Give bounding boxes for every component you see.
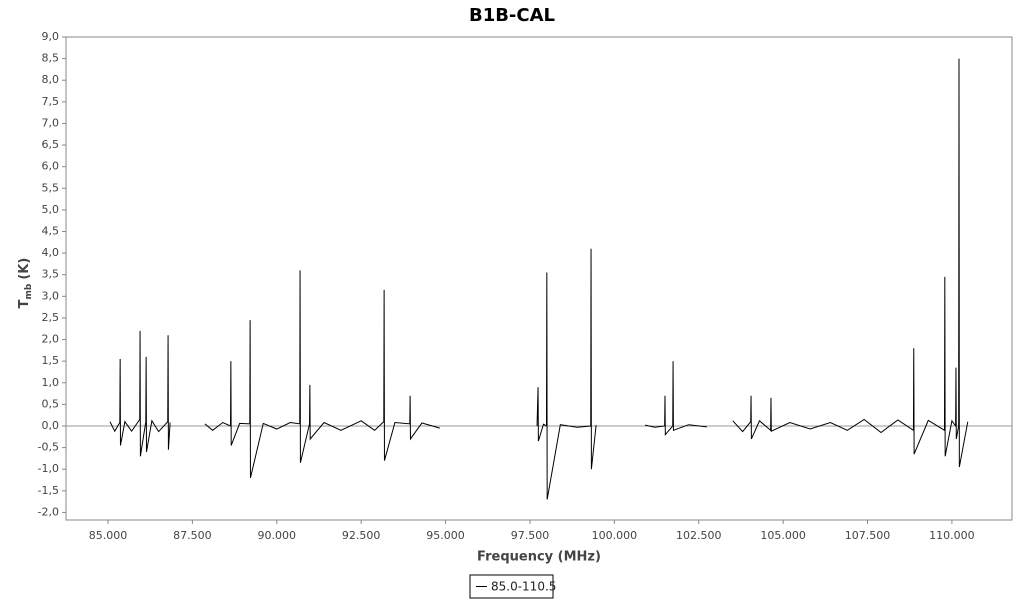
y-tick-label: 6,5 <box>42 138 60 151</box>
y-tick-label: 1,5 <box>42 354 60 367</box>
y-tick-label: 3,0 <box>42 289 60 302</box>
y-tick-label: 7,5 <box>42 95 60 108</box>
y-tick-label: -2,0 <box>38 505 59 518</box>
x-tick-label: 105.000 <box>760 529 806 542</box>
x-tick-label: 102.500 <box>676 529 722 542</box>
x-tick-label: 90.000 <box>258 529 297 542</box>
legend-label: 85.0-110.5 <box>491 580 556 594</box>
x-tick-label: 95.000 <box>426 529 465 542</box>
y-tick-label: 5,0 <box>42 203 60 216</box>
y-tick-label: 0,5 <box>42 397 60 410</box>
y-axis-label: Tmb (K) <box>17 258 34 309</box>
x-axis-label: Frequency (MHz) <box>477 550 601 565</box>
y-tick-label: 3,5 <box>42 268 60 281</box>
y-tick-label: 4,0 <box>42 246 60 259</box>
x-tick-label: 110.000 <box>929 529 975 542</box>
y-label-sub: mb <box>24 283 34 299</box>
y-tick-label: 7,0 <box>42 116 60 129</box>
x-tick-label: 107.500 <box>845 529 891 542</box>
y-tick-label: 2,5 <box>42 311 60 324</box>
y-tick-label: -1,5 <box>38 484 59 497</box>
y-tick-label: 8,0 <box>42 73 60 86</box>
y-tick-label: 2,0 <box>42 333 60 346</box>
x-tick-label: 100.000 <box>592 529 638 542</box>
x-tick-label: 87.500 <box>173 529 212 542</box>
y-label-main: T <box>17 299 32 308</box>
y-tick-label: 6,0 <box>42 160 60 173</box>
y-label-unit: (K) <box>17 258 32 280</box>
x-tick-label: 92.500 <box>342 529 381 542</box>
y-tick-label: 5,5 <box>42 181 60 194</box>
x-tick-label: 97.500 <box>511 529 550 542</box>
spectrum-line <box>109 58 969 500</box>
x-tick-label: 85.000 <box>89 529 128 542</box>
plot-frame <box>65 36 1013 521</box>
y-tick-label: 0,0 <box>42 419 60 432</box>
y-tick-label: -0,5 <box>38 441 59 454</box>
y-tick-label: 8,5 <box>42 52 60 65</box>
legend-box <box>469 574 554 599</box>
y-tick-label: -1,0 <box>38 462 59 475</box>
chart-title: B1B-CAL <box>469 5 555 26</box>
y-tick-label: 4,5 <box>42 224 60 237</box>
y-tick-label: 9,0 <box>42 30 60 43</box>
y-tick-label: 1,0 <box>42 376 60 389</box>
